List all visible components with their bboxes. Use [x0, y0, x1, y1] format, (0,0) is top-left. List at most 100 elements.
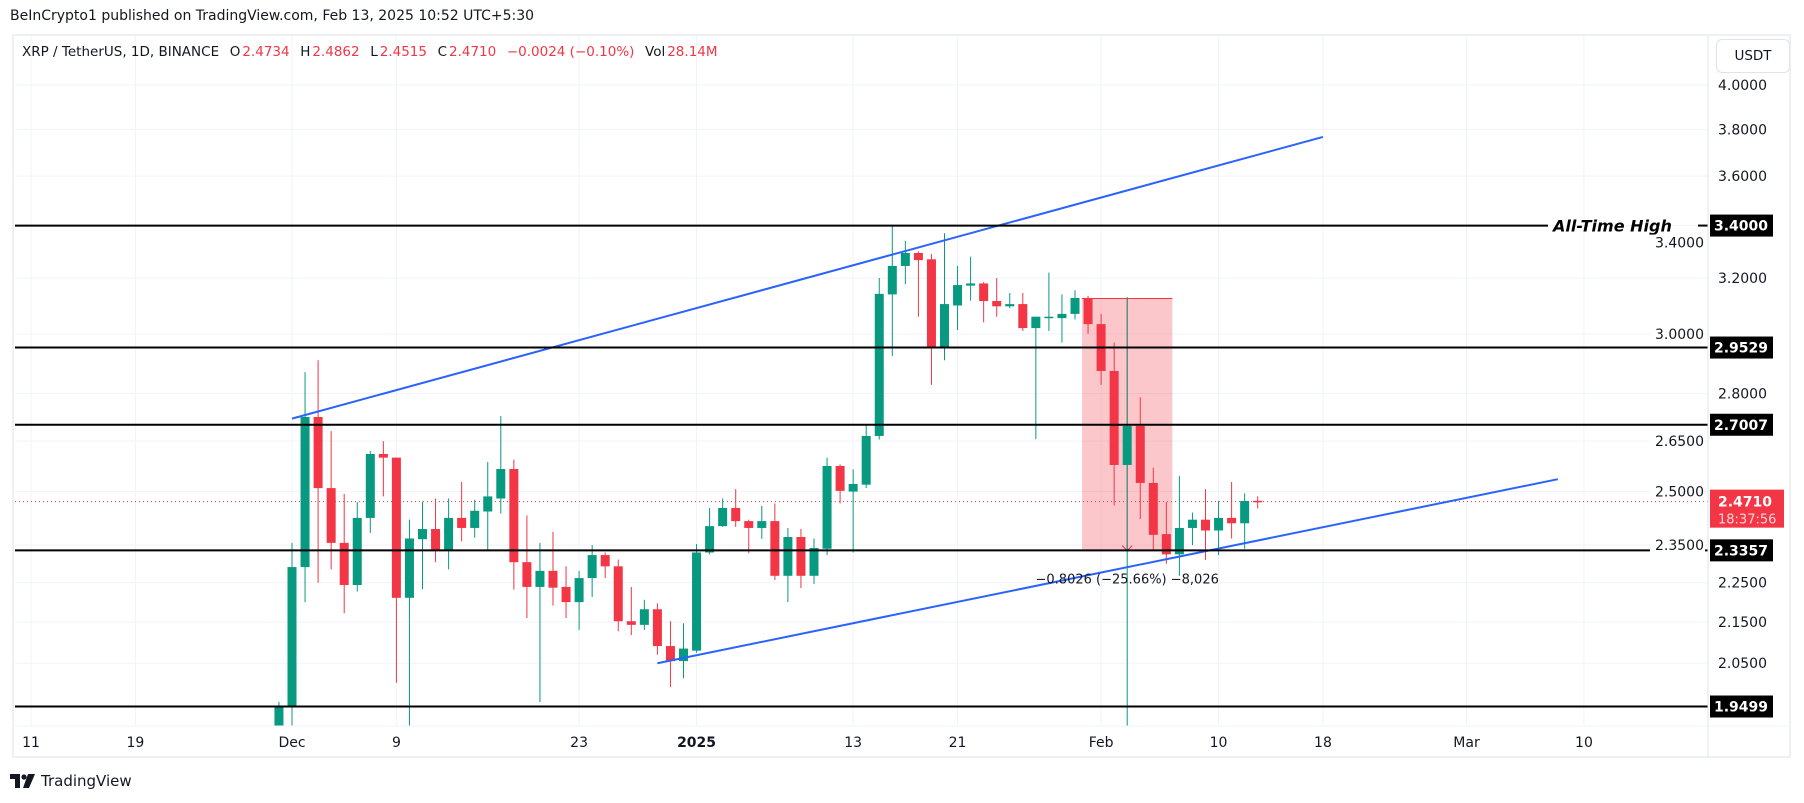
candle-body: [431, 529, 441, 551]
candle: [1018, 293, 1028, 331]
candle: [365, 450, 375, 534]
symbol-title[interactable]: XRP / TetherUS, 1D, BINANCE: [22, 44, 220, 60]
candle-body: [953, 285, 963, 306]
level-price-tag: [1710, 413, 1773, 436]
candle: [274, 702, 284, 726]
candle-body: [626, 621, 636, 625]
candle: [731, 489, 741, 527]
candle-body: [848, 483, 858, 492]
candle-body: [274, 706, 284, 726]
chart-frame: [12, 34, 1791, 758]
candle: [744, 519, 754, 554]
candle: [431, 498, 441, 563]
time-tick-label: 23: [570, 735, 588, 751]
candle-body: [822, 465, 832, 549]
candle: [626, 586, 636, 635]
candle: [940, 233, 949, 361]
candle-body: [457, 517, 467, 528]
close-value: 2.4710: [449, 44, 497, 60]
candle-body: [1018, 304, 1028, 329]
price-tick-label: 3.6000: [1718, 169, 1767, 185]
candle: [1057, 294, 1067, 343]
price-tick-label: 3.8000: [1718, 122, 1767, 138]
candle: [483, 461, 493, 551]
time-tick-label: 19: [126, 735, 144, 751]
open-value: 2.4734: [242, 44, 290, 60]
low-label: L: [370, 44, 378, 60]
candle-body: [509, 469, 519, 563]
candle-body: [913, 252, 923, 261]
candle: [522, 515, 532, 619]
candle: [470, 499, 480, 538]
candle-body: [1174, 527, 1184, 555]
candle-body: [900, 252, 910, 266]
candle-body: [861, 435, 871, 485]
candle: [1214, 500, 1224, 556]
candle-body: [1240, 500, 1250, 524]
candle-body: [418, 529, 427, 540]
candle-body: [574, 578, 584, 603]
low-value: 2.4515: [379, 44, 427, 60]
candle-body: [1253, 500, 1263, 503]
candle: [1201, 489, 1210, 560]
high-value: 2.4862: [312, 44, 360, 60]
price-tick-label-bg: [1650, 433, 1705, 451]
candle-body: [470, 510, 480, 528]
candle-body: [300, 417, 310, 568]
candle-body: [365, 453, 375, 518]
candle: [587, 545, 597, 598]
price-tick-label: 2.0500: [1718, 656, 1767, 672]
candle: [783, 527, 793, 603]
candle-body: [522, 562, 532, 587]
symbol-legend: XRP / TetherUS, 1D, BINANCE O 2.4734 H 2.4…: [22, 44, 720, 60]
candle-body: [1135, 425, 1145, 483]
candle-body: [1187, 519, 1197, 528]
candle-body: [744, 521, 754, 528]
candle: [1174, 475, 1184, 576]
candle: [561, 566, 571, 619]
trendline: [291, 135, 1324, 420]
candle: [404, 519, 414, 726]
price-tick-label: 4.0000: [1718, 78, 1767, 94]
close-label: C: [437, 44, 447, 60]
candle-body: [444, 517, 454, 551]
candle: [757, 505, 767, 539]
candle: [1044, 272, 1054, 331]
candle-body: [587, 555, 597, 579]
candle-body: [992, 301, 1002, 307]
time-tick-label: 18: [1314, 735, 1332, 751]
plot-area: All-Time High −0.8026 (−25.66%) −8,026: [15, 36, 1708, 726]
candle-body: [835, 465, 845, 491]
candle-body: [887, 265, 897, 295]
level-price-label: 1.9499: [1714, 700, 1768, 716]
currency-button[interactable]: USDT: [1716, 39, 1790, 73]
candle: [548, 531, 558, 606]
candle: [705, 507, 715, 555]
candle-body: [1070, 297, 1080, 314]
candle: [1253, 496, 1263, 509]
candle-body: [874, 293, 884, 436]
candle-body: [326, 488, 336, 543]
candle-body: [1109, 370, 1119, 465]
candle: [770, 503, 780, 581]
candle: [509, 459, 519, 590]
candle-body: [352, 517, 362, 585]
tradingview-logo[interactable]: TradingView: [10, 772, 132, 790]
price-tick-label: 2.5000: [1655, 485, 1704, 501]
price-tick-label: 3.0000: [1655, 327, 1704, 343]
price-tick-label: 3.2000: [1718, 271, 1767, 287]
candle: [300, 372, 310, 603]
candle: [496, 416, 506, 514]
candle: [391, 457, 401, 683]
candle: [352, 501, 362, 592]
time-tick-label: Dec: [278, 735, 305, 751]
candle: [1161, 501, 1171, 564]
candle-body: [339, 542, 349, 585]
candle-body: [391, 457, 401, 598]
candle-body: [600, 555, 610, 567]
candle-body: [1214, 517, 1224, 531]
candle: [313, 360, 323, 583]
candle-body: [404, 538, 414, 598]
candle-body: [809, 548, 819, 576]
